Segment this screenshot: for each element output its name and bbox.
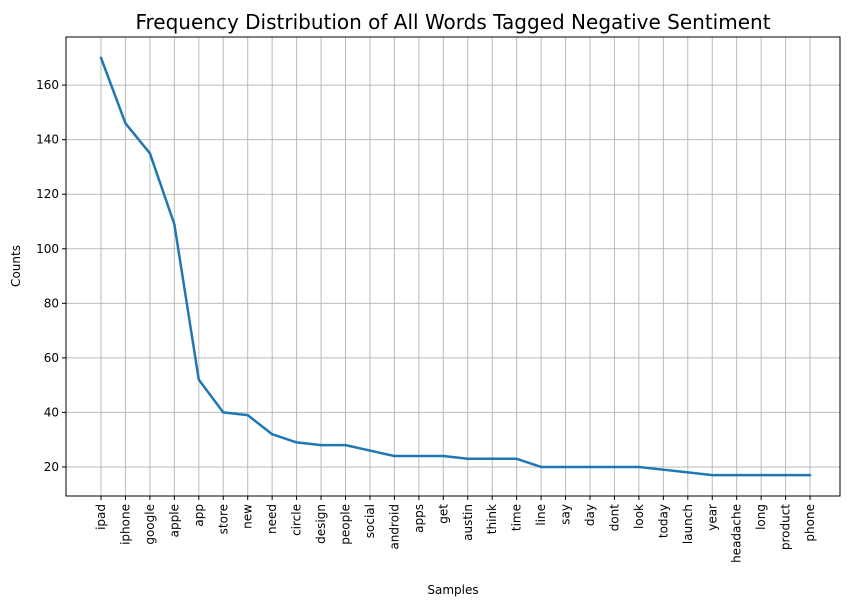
x-axis-label: Samples xyxy=(427,583,478,597)
x-tick-label: app xyxy=(192,504,206,527)
x-tick-label: day xyxy=(583,504,597,526)
x-tick-label: line xyxy=(534,504,548,526)
data-point-austin xyxy=(466,457,469,460)
x-tick-label: circle xyxy=(290,504,304,536)
series-layer xyxy=(99,56,812,477)
x-tick-label: design xyxy=(314,504,328,544)
y-tick-label: 140 xyxy=(36,133,59,147)
y-tick-label: 100 xyxy=(36,242,59,256)
y-tick-label: 80 xyxy=(44,296,59,310)
data-point-new xyxy=(246,413,249,417)
x-tick-label: look xyxy=(632,504,646,529)
x-tick-label: store xyxy=(216,504,230,534)
x-tick-label: today xyxy=(656,504,670,538)
x-tick-label: get xyxy=(436,504,450,524)
x-tick-label: long xyxy=(754,504,768,530)
x-tick-label: ipad xyxy=(94,504,108,530)
y-tick-label: 120 xyxy=(36,187,59,201)
y-tick-label: 20 xyxy=(44,460,59,474)
x-tick-label: time xyxy=(510,504,524,531)
data-point-design xyxy=(319,443,323,447)
y-axis: 20 40 60 80 100 120 140 160 xyxy=(36,78,66,474)
data-point-product xyxy=(784,473,787,477)
x-tick-label: apps xyxy=(412,504,426,533)
x-tick-label: phone xyxy=(803,504,817,542)
data-point-long xyxy=(759,473,763,477)
x-tick-label: new xyxy=(241,504,255,529)
data-point-get xyxy=(442,454,445,458)
data-point-android xyxy=(393,454,396,458)
series-line xyxy=(99,56,812,477)
x-tick-label: social xyxy=(363,504,377,538)
x-tick-label: google xyxy=(143,504,157,545)
x-axis: ipad iphone google apple app store new need circ… xyxy=(94,496,817,563)
y-tick-label: 60 xyxy=(44,351,59,365)
data-point-launch xyxy=(686,471,689,474)
x-tick-label: dont xyxy=(607,504,621,532)
data-point-circle xyxy=(295,441,298,444)
data-point-apps xyxy=(417,454,421,458)
chart-title: Frequency Distribution of All Words Tagg… xyxy=(135,10,770,34)
x-tick-label: product xyxy=(779,504,793,550)
data-point-look xyxy=(637,465,641,469)
x-tick-label: say xyxy=(559,504,573,525)
data-point-time xyxy=(515,457,518,460)
data-point-think xyxy=(491,457,494,460)
x-tick-label: need xyxy=(265,504,279,534)
data-point-dont xyxy=(613,465,616,469)
y-axis-label: Counts xyxy=(9,245,23,287)
y-tick-label: 160 xyxy=(36,78,59,92)
data-point-phone xyxy=(808,473,812,477)
x-tick-label: apple xyxy=(167,504,181,537)
data-point-today xyxy=(662,468,665,471)
data-point-iphone xyxy=(124,122,127,125)
x-tick-label: think xyxy=(485,504,499,534)
data-point-people xyxy=(344,443,347,447)
plot-area-frame xyxy=(65,36,841,497)
data-point-day xyxy=(588,465,592,469)
data-point-headache xyxy=(735,473,738,477)
data-point-say xyxy=(564,465,567,469)
x-tick-label: launch xyxy=(681,504,695,544)
data-point-apple xyxy=(173,223,176,226)
x-tick-label: iphone xyxy=(118,504,132,545)
data-point-social xyxy=(368,449,372,452)
data-point-ipad xyxy=(99,56,103,60)
data-point-year xyxy=(711,473,714,477)
data-point-need xyxy=(270,433,274,436)
data-point-app xyxy=(197,378,200,381)
data-point-line xyxy=(539,465,543,469)
x-tick-label: people xyxy=(339,504,353,545)
y-tick-label: 40 xyxy=(44,405,59,419)
x-tick-label: austin xyxy=(461,504,475,541)
x-tick-label: headache xyxy=(730,504,744,563)
x-tick-label: year xyxy=(705,504,719,531)
grid-lines xyxy=(66,37,840,496)
data-point-store xyxy=(222,411,225,414)
x-tick-label: android xyxy=(387,504,401,550)
data-point-google xyxy=(148,152,152,155)
